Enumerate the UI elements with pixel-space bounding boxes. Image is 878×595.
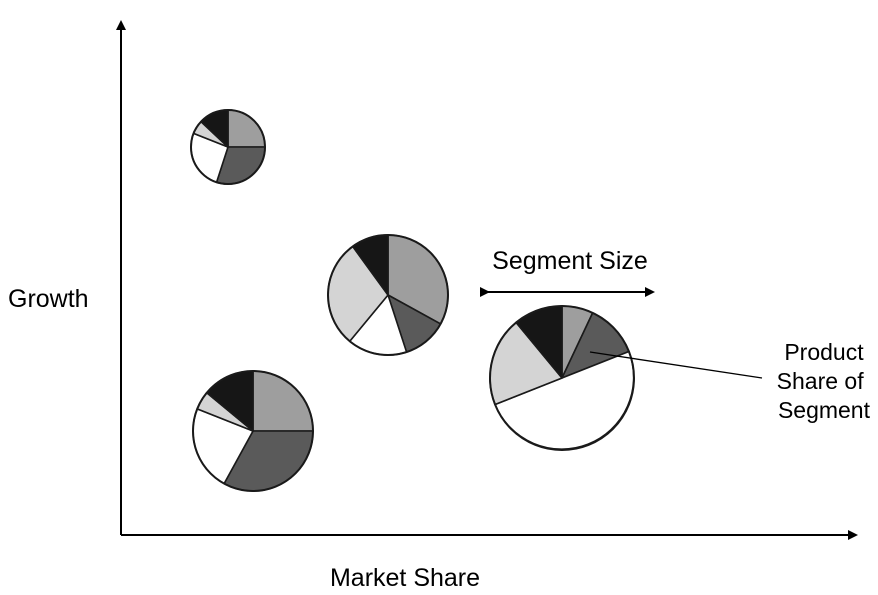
pie-bottom-left [192,370,314,492]
pie-top-left [190,109,266,185]
y-axis-label: Growth [8,285,89,313]
callout-line-1: Product [784,339,864,365]
pie-center [327,234,449,356]
pie-right [489,305,635,451]
x-axis-label: Market Share [330,564,480,590]
callout-line-3: Segment [778,397,871,423]
pie-center-outline [327,234,449,356]
product-share-callout: Product Share of Segment [777,339,871,423]
callout-leader-line [589,351,763,379]
pie-bottom-left-outline [192,370,314,492]
segment-size-label: Segment Size [492,247,648,275]
callout-line-2: Share of [777,368,865,394]
pie-top-left-outline [190,109,266,185]
pie-right-outline [489,305,635,451]
